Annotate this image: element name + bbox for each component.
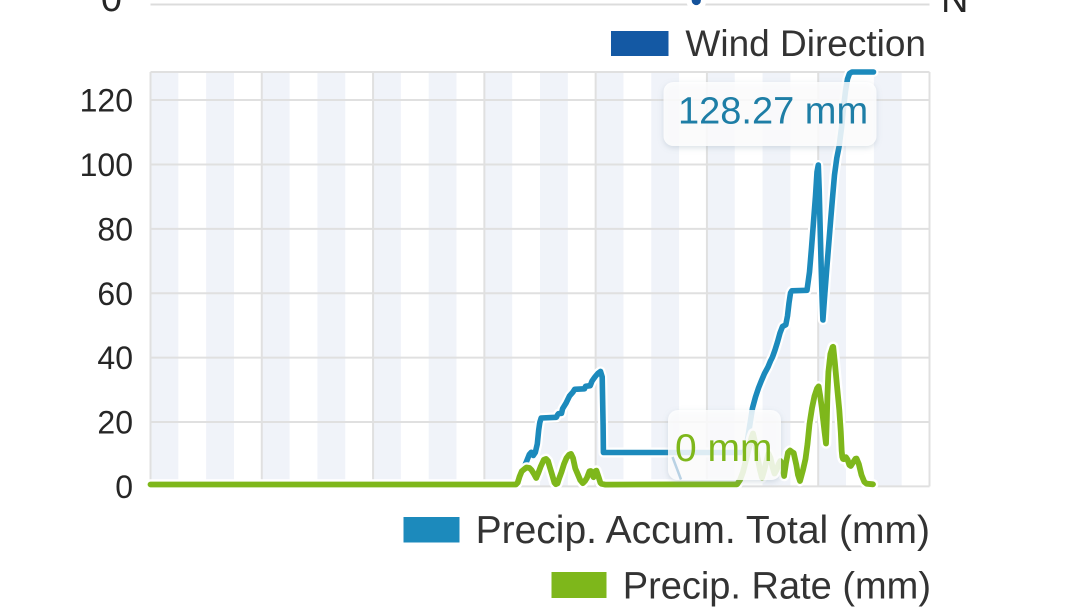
svg-text:120: 120 — [80, 83, 133, 119]
svg-text:80: 80 — [97, 211, 133, 247]
svg-text:128.27 mm: 128.27 mm — [678, 91, 868, 133]
svg-text:0: 0 — [115, 469, 133, 505]
svg-text:0: 0 — [101, 0, 122, 20]
svg-text:100: 100 — [80, 147, 133, 183]
svg-text:Wind Direction: Wind Direction — [685, 23, 926, 64]
svg-text:20: 20 — [97, 405, 133, 441]
svg-text:40: 40 — [97, 340, 133, 376]
svg-text:Precip. Rate (mm): Precip. Rate (mm) — [623, 566, 931, 608]
svg-text:N: N — [941, 0, 968, 21]
svg-text:Precip. Accum. Total (mm): Precip. Accum. Total (mm) — [476, 509, 930, 552]
svg-text:60: 60 — [97, 276, 133, 312]
svg-text:0 mm: 0 mm — [675, 427, 773, 470]
